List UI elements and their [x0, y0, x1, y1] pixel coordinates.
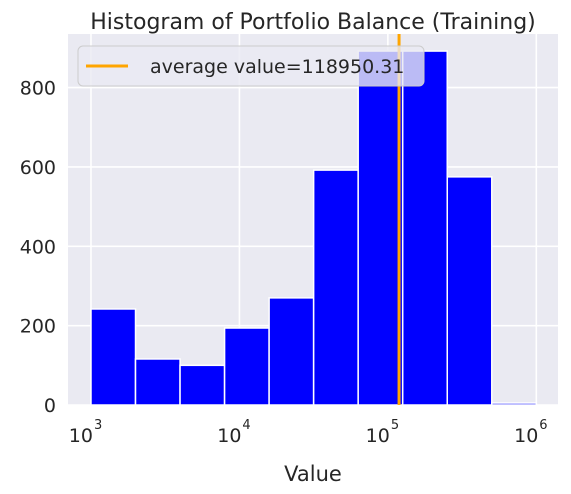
y-tick-label: 800	[20, 78, 56, 100]
y-tick-label: 200	[20, 316, 56, 338]
y-tick-label: 0	[44, 395, 56, 417]
legend: average value=118950.31	[77, 45, 425, 87]
x-tick-exponent: 4	[242, 418, 250, 433]
x-tick-base: 10	[514, 425, 538, 447]
x-tick-exponent: 5	[391, 418, 399, 433]
x-tick-base: 10	[69, 425, 93, 447]
histogram-bar	[312, 169, 359, 406]
legend-label: average value=118950.31	[150, 56, 404, 78]
x-tick-label: 10 6	[514, 418, 547, 447]
histogram-bars	[90, 50, 538, 406]
y-tick-label: 600	[20, 157, 56, 179]
histogram-bar	[491, 402, 538, 406]
y-tick-label: 400	[20, 236, 56, 258]
histogram-bar	[357, 50, 404, 406]
histogram-bar	[134, 358, 181, 406]
y-axis-ticks: 0 200 400 600 800	[20, 78, 56, 417]
x-tick-base: 10	[366, 425, 390, 447]
chart-title: Histogram of Portfolio Balance (Training…	[90, 10, 536, 35]
x-tick-base: 10	[217, 425, 241, 447]
histogram-bar	[179, 364, 226, 406]
x-tick-label: 10 3	[69, 418, 102, 447]
histogram-bar	[446, 176, 493, 406]
legend-box	[77, 45, 425, 87]
x-axis-label: Value	[284, 462, 342, 486]
histogram-bar	[401, 50, 448, 406]
x-tick-exponent: 3	[94, 418, 102, 433]
histogram-bar	[90, 308, 137, 406]
histogram-bar	[223, 327, 270, 406]
x-tick-label: 10 4	[217, 418, 250, 447]
x-axis-ticks: 10 3 10 4 10 5 10 6	[69, 418, 548, 447]
x-tick-exponent: 6	[539, 418, 547, 433]
histogram-bar	[268, 297, 315, 406]
x-tick-label: 10 5	[366, 418, 399, 447]
